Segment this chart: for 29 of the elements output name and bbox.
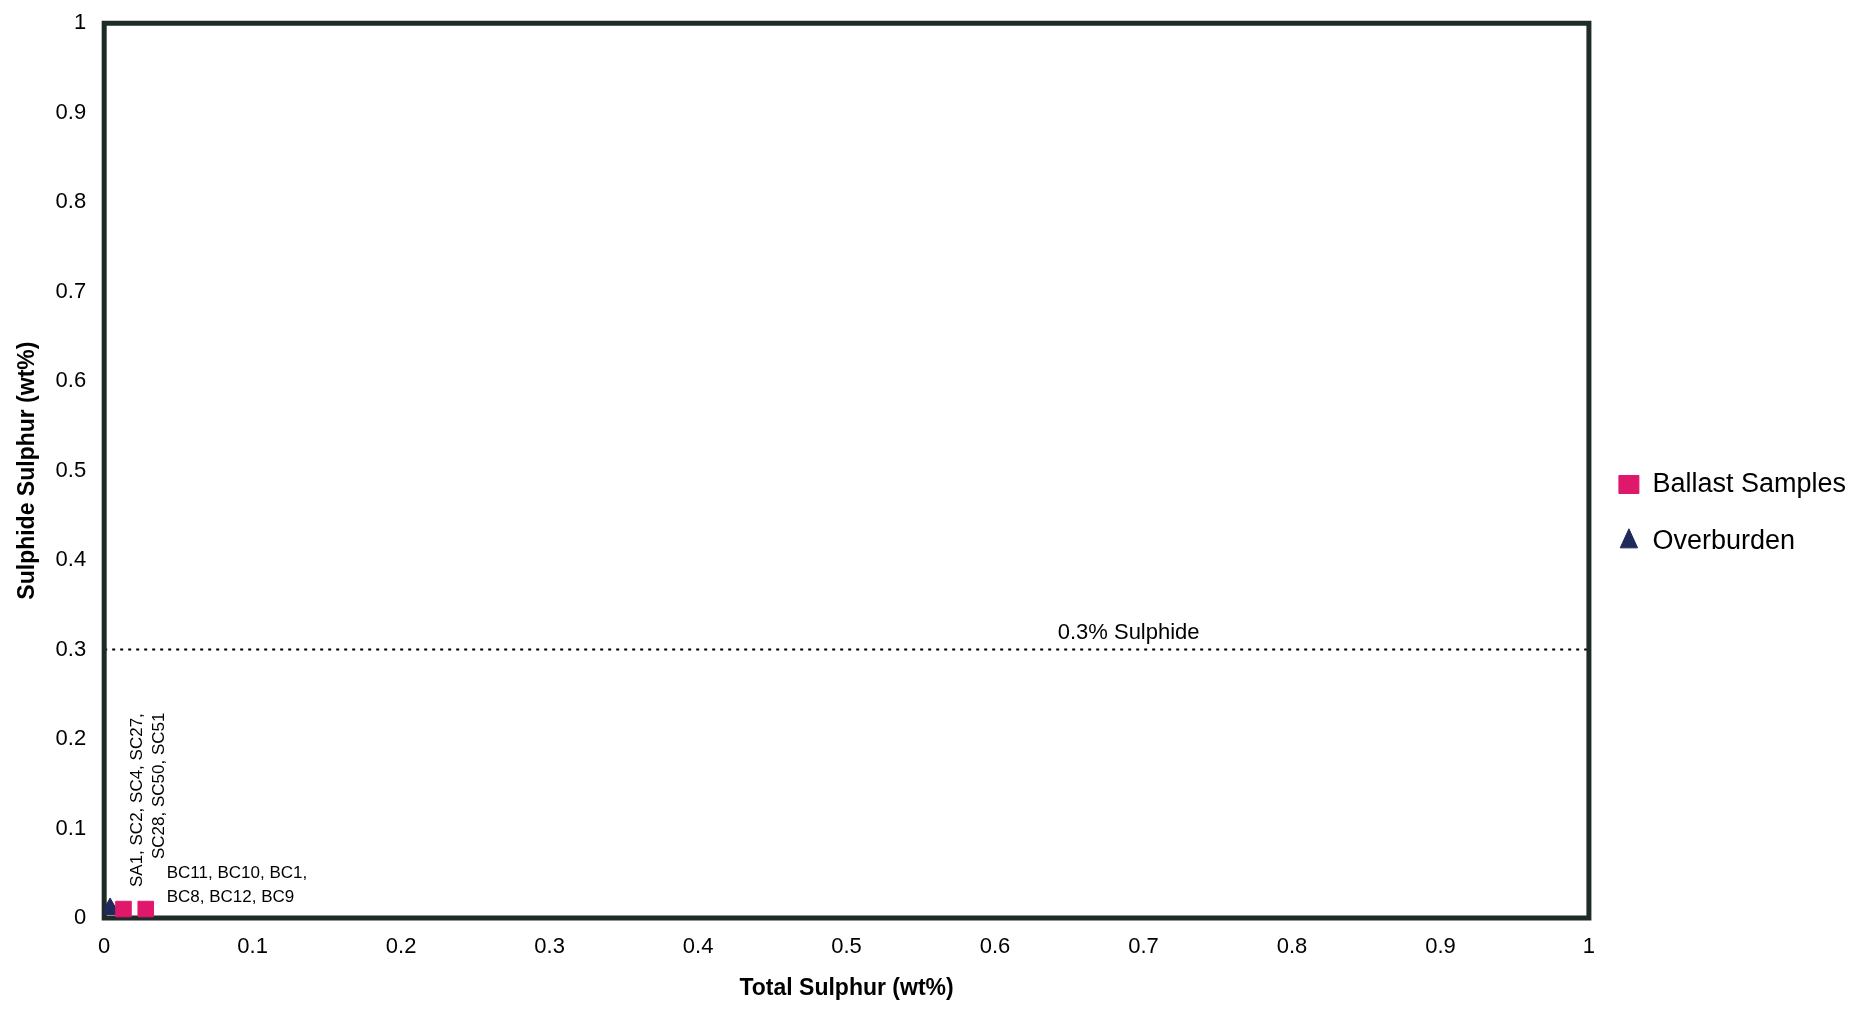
- y-tick-label: 1: [73, 9, 87, 35]
- x-tick-label: 1: [1582, 933, 1596, 959]
- x-axis-title: Total Sulphur (wt%): [739, 973, 954, 1000]
- annotation: SA1, SC2, SC4, SC27, SC28, SC50, SC51: [127, 712, 169, 888]
- x-tick-label: 0.2: [385, 933, 417, 959]
- y-tick-label: 0: [73, 904, 87, 930]
- y-tick-label: 0.7: [55, 277, 87, 303]
- y-tick-label: 0.9: [55, 98, 87, 124]
- x-tick-label: 0.1: [237, 933, 268, 959]
- y-tick-label: 0.1: [55, 814, 87, 840]
- y-tick-label: 0.3: [55, 635, 87, 661]
- x-tick-label: 0: [98, 933, 111, 959]
- x-tick-label: 0.6: [979, 933, 1011, 959]
- y-tick-label: 0.6: [55, 367, 87, 393]
- y-tick-label: 0.8: [55, 188, 87, 214]
- y-tick-label: 0.4: [55, 546, 87, 572]
- x-tick-label: 0.8: [1276, 933, 1308, 959]
- y-axis-title: Sulphide Sulphur (wt%): [13, 341, 40, 600]
- ref-line-label: 0.3% Sulphide: [1057, 618, 1200, 644]
- legend-label: Overburden: [1652, 524, 1796, 555]
- y-tick-label: 0.5: [55, 456, 87, 482]
- x-tick-label: 0.3: [534, 933, 565, 959]
- y-tick-label: 0.2: [55, 725, 87, 751]
- annotation: BC11, BC10, BC1, BC8, BC12, BC9: [166, 862, 308, 906]
- x-tick-label: 0.5: [831, 933, 862, 959]
- x-tick-label: 0.9: [1425, 933, 1456, 959]
- x-tick-label: 0.4: [682, 933, 714, 959]
- x-tick-label: 0.7: [1128, 933, 1159, 959]
- legend-label: Ballast Samples: [1652, 467, 1847, 498]
